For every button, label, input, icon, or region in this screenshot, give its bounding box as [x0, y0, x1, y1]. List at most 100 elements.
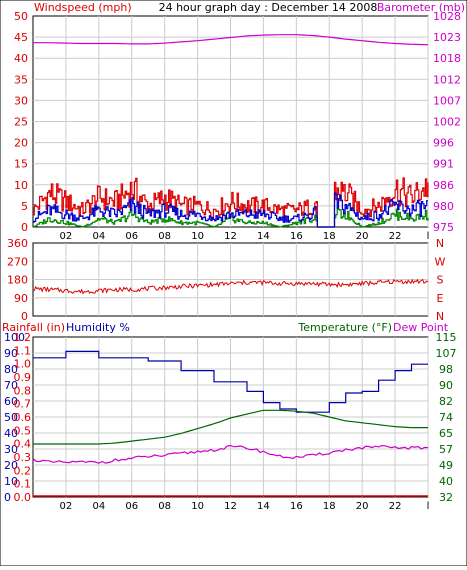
wind-grid: [33, 16, 429, 227]
temperature-x-tick-label: 16: [290, 501, 303, 512]
wind-x-tick-label: 10: [191, 231, 204, 242]
temperature-x-tick-label: 18: [323, 501, 336, 512]
direction-compass-tick-label: N: [436, 310, 444, 323]
wind-barometer-panel: 02 04 06 08 10 12 14 16 18 20 22 l05101520253035404…: [14, 1, 465, 242]
barometer-tick-label: 986: [433, 179, 454, 192]
rainfall-tick-label: 0.6: [14, 411, 32, 424]
wind-x-tick-label: 14: [257, 231, 270, 242]
rainfall-tick-label: 0.4: [14, 438, 32, 451]
direction-degree-tick-label: 0: [21, 310, 28, 323]
temperature-series: [33, 409, 428, 445]
temperature-tick-labels: 02 04 06 08 10 12 14 16 18 20 22 l 0 10 20 30 40 50 60 70 80…: [4, 331, 457, 512]
windspeed-tick-label: 15: [14, 158, 28, 171]
barometer-tick-label: 1012: [433, 73, 461, 86]
rainfall-tick-label: 0.3: [14, 451, 32, 464]
humidity-tick-label: 20: [4, 459, 18, 472]
temperature-tick-label: 98: [439, 363, 453, 376]
humidity-tick-label: 0: [4, 491, 11, 504]
temperature-tick-label: 107: [436, 347, 457, 360]
humidity-tick-label: 100: [4, 331, 25, 344]
temperature-x-tick-label: 22: [389, 501, 402, 512]
windspeed-tick-label: 10: [14, 179, 28, 192]
humidity-axis-label: Humidity %: [66, 321, 130, 334]
temperature-x-tick-label: 08: [158, 501, 171, 512]
avg-wind-series: [33, 208, 429, 228]
barometer-tick-label: 1002: [433, 116, 461, 129]
temperature-x-tick-label: 02: [60, 501, 73, 512]
wind-x-tick-label: 18: [323, 231, 336, 242]
barometer-tick-label: 975: [433, 221, 454, 234]
wind-tick-labels: 02 04 06 08 10 12 14 16 18 20 22 l05101520253035404…: [14, 10, 461, 242]
windspeed-tick-label: 20: [14, 137, 28, 150]
temperature-x-tick-label: 12: [224, 501, 237, 512]
rainfall-axis-label: Rainfall (in): [2, 321, 65, 334]
rainfall-tick-label: 1.2: [14, 331, 32, 344]
windspeed-tick-label: 30: [14, 94, 28, 107]
direction-series-layer: [32, 278, 429, 295]
temperature-tick-label: 32: [439, 491, 453, 504]
temperature-panel: 02 04 06 08 10 12 14 16 18 20 22 l 0 10 20 30 40 50 60 70 80…: [2, 321, 457, 512]
temperature-tick-label: 90: [439, 379, 453, 392]
gust-series: [33, 192, 428, 228]
rainfall-tick-label: 0.9: [14, 371, 32, 384]
temperature-series-layer: [32, 350, 429, 497]
temperature-x-tick-label: 14: [257, 501, 270, 512]
wind-x-tick-label: 04: [92, 231, 105, 242]
wind-x-tick-label: 16: [290, 231, 303, 242]
direction-grid: [33, 243, 429, 316]
humidity-tick-label: 90: [4, 347, 18, 360]
wind-x-tick-label: 12: [224, 231, 237, 242]
rainfall-tick-label: 1.1: [14, 344, 32, 357]
humidity-tick-label: 50: [4, 411, 18, 424]
rainfall-tick-label: 0.7: [14, 398, 32, 411]
chart-title: 24 hour graph day : December 14 2008: [159, 1, 378, 14]
direction-degree-tick-label: 90: [14, 292, 28, 305]
windspeed-tick-label: 40: [14, 52, 28, 65]
windspeed-tick-label: 5: [21, 200, 28, 213]
wind-direction-series: [32, 278, 429, 295]
barometer-axis-label: Barometer (mb): [377, 1, 465, 14]
wind-x-tick-label: 06: [125, 231, 138, 242]
barometer-series: [33, 34, 429, 46]
temperature-tick-label: 65: [439, 427, 453, 440]
direction-compass-tick-label: N: [436, 237, 444, 250]
dewpoint-axis-label: Dew Point: [393, 321, 449, 334]
direction-degree-tick-label: 270: [7, 255, 28, 268]
temperature-x-tick-label: l: [427, 501, 430, 512]
barometer-tick-label: 1028: [433, 10, 461, 23]
windspeed-tick-label: 50: [14, 10, 28, 23]
wind-x-tick-label: l: [427, 231, 430, 242]
rainfall-tick-label: 1.0: [14, 358, 32, 371]
temperature-x-tick-label: 10: [191, 501, 204, 512]
rainfall-tick-label: 0.0: [14, 491, 32, 504]
temperature-tick-label: 115: [436, 331, 457, 344]
temperature-x-tick-label: 06: [125, 501, 138, 512]
wind-x-tick-label: 20: [356, 231, 369, 242]
barometer-tick-label: 996: [433, 137, 454, 150]
temperature-tick-label: 49: [439, 459, 453, 472]
windspeed-tick-label: 35: [14, 73, 28, 86]
direction-compass-tick-label: W: [435, 255, 446, 268]
windspeed-tick-label: 0: [21, 221, 28, 234]
rainfall-tick-label: 0.8: [14, 384, 32, 397]
barometer-tick-label: 980: [433, 200, 454, 213]
wind-x-tick-label: 22: [389, 231, 402, 242]
temperature-x-tick-label: 04: [92, 501, 105, 512]
windspeed-series: [33, 177, 429, 228]
humidity-tick-label: 70: [4, 379, 18, 392]
wind-x-tick-label: 08: [158, 231, 171, 242]
humidity-tick-label: 40: [4, 427, 18, 440]
wind-series-layer: [33, 34, 429, 228]
direction-degree-tick-label: 360: [7, 237, 28, 250]
barometer-tick-label: 1007: [433, 94, 461, 107]
temperature-tick-label: 57: [439, 443, 453, 456]
temperature-axis-label: Temperature (°F): [297, 321, 392, 334]
temperature-tick-label: 40: [439, 475, 453, 488]
humidity-tick-label: 30: [4, 443, 18, 456]
temperature-tick-label: 74: [439, 411, 453, 424]
direction-compass-tick-label: E: [437, 292, 444, 305]
windspeed-tick-label: 25: [14, 116, 28, 129]
